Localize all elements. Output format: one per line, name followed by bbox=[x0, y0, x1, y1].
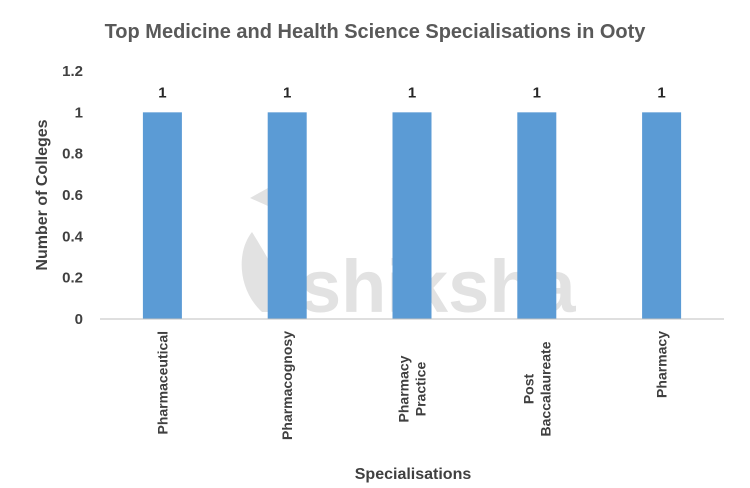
y-tick-label: 0.6 bbox=[62, 187, 83, 204]
y-tick-label: 0.2 bbox=[62, 270, 83, 287]
category-label: Practice bbox=[413, 362, 429, 417]
category-label: Pharmacy bbox=[654, 331, 670, 398]
data-labels: 1 1 1 1 1 bbox=[158, 84, 666, 101]
category-label: Post bbox=[520, 373, 536, 404]
y-tick-label: 1.2 bbox=[62, 63, 83, 80]
bar bbox=[642, 112, 682, 319]
data-label: 1 bbox=[533, 84, 541, 101]
bar bbox=[267, 112, 307, 319]
bar bbox=[517, 112, 557, 319]
y-tick-label: 1 bbox=[75, 104, 83, 121]
x-axis-title: Specialisations bbox=[355, 466, 472, 483]
category-label: Pharmaceutical bbox=[154, 331, 170, 435]
y-tick-label: 0.8 bbox=[62, 146, 83, 163]
data-label: 1 bbox=[408, 84, 416, 101]
y-axis-ticks: 0 0.2 0.4 0.6 0.8 1 1.2 bbox=[62, 63, 84, 328]
category-label: Baccalaureate bbox=[537, 341, 553, 436]
y-tick-label: 0 bbox=[75, 311, 83, 328]
category-label: Pharmacognosy bbox=[279, 331, 295, 440]
data-label: 1 bbox=[657, 84, 665, 101]
category-label: Pharmacy bbox=[396, 355, 412, 422]
category-labels: Pharmaceutical Pharmacognosy Pharmacy Pract… bbox=[154, 331, 669, 440]
bar bbox=[392, 112, 432, 319]
bar bbox=[142, 112, 182, 319]
y-tick-label: 0.4 bbox=[62, 228, 84, 245]
chart-title: Top Medicine and Health Science Speciali… bbox=[105, 21, 647, 43]
y-axis-title: Number of Colleges bbox=[34, 119, 51, 270]
data-label: 1 bbox=[158, 84, 166, 101]
bars bbox=[142, 112, 682, 319]
data-label: 1 bbox=[283, 84, 291, 101]
